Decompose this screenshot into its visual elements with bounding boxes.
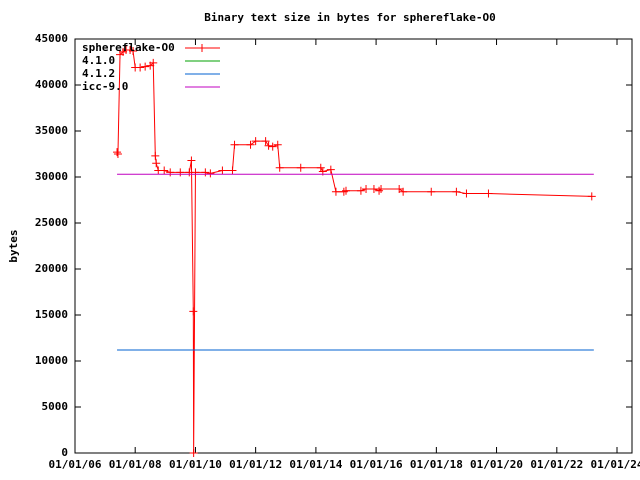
series-line (116, 49, 592, 454)
x-tick-label: 01/01/08 (109, 458, 162, 471)
data-point (296, 163, 305, 172)
y-tick-label: 20000 (35, 262, 68, 275)
data-point (375, 186, 384, 195)
data-point (369, 184, 378, 193)
data-point (228, 166, 237, 175)
data-point (399, 187, 408, 196)
data-point (246, 140, 255, 149)
y-axis-label: bytes (7, 229, 20, 262)
data-point (268, 142, 277, 151)
x-tick-label: 01/01/10 (169, 458, 222, 471)
data-point (230, 140, 239, 149)
data-point (206, 169, 215, 178)
data-point (462, 189, 471, 198)
data-point (356, 186, 365, 195)
data-point (189, 449, 198, 457)
data-point (275, 163, 284, 172)
y-tick-label: 40000 (35, 78, 68, 91)
data-point (251, 137, 260, 146)
data-point (331, 187, 340, 196)
data-point (149, 58, 158, 67)
x-tick-label: 01/01/20 (470, 458, 523, 471)
data-point (339, 187, 348, 196)
data-point (452, 187, 461, 196)
x-tick-label: 01/01/18 (410, 458, 463, 471)
data-point (484, 189, 493, 198)
plot-border (74, 38, 633, 454)
data-point (152, 159, 161, 168)
data-point (176, 168, 185, 177)
data-point (191, 168, 200, 177)
data-point (427, 187, 436, 196)
y-tick-label: 35000 (35, 124, 68, 137)
data-point (141, 62, 150, 71)
data-point (113, 150, 122, 158)
chart-title: Binary text size in bytes for sphereflak… (204, 11, 495, 24)
data-point (201, 168, 210, 177)
y-tick-label: 15000 (35, 308, 68, 321)
data-point (362, 184, 371, 193)
data-point (136, 63, 145, 72)
data-point (261, 137, 270, 146)
x-tick-label: 01/01/24 (591, 458, 640, 471)
data-point (166, 168, 175, 177)
data-point (377, 184, 386, 193)
data-point (316, 163, 325, 172)
data-point (218, 166, 227, 175)
data-point (587, 192, 596, 201)
data-point (187, 156, 196, 165)
data-point (326, 165, 335, 174)
data-point (113, 148, 122, 157)
x-tick-label: 01/01/06 (49, 458, 102, 471)
legend-label: sphereflake-O0 (82, 41, 175, 54)
y-tick-label: 5000 (42, 400, 69, 413)
data-point (129, 46, 138, 55)
y-tick-label: 25000 (35, 216, 68, 229)
y-tick-label: 45000 (35, 32, 68, 45)
legend-label: 4.1.0 (82, 54, 115, 67)
y-tick-label: 0 (61, 446, 68, 459)
x-tick-label: 01/01/14 (289, 458, 342, 471)
x-tick-label: 01/01/16 (350, 458, 403, 471)
legend-label: 4.1.2 (82, 67, 115, 80)
y-tick-label: 30000 (35, 170, 68, 183)
legend-label: icc-9.0 (82, 80, 128, 93)
y-tick-label: 10000 (35, 354, 68, 367)
data-point (341, 186, 350, 195)
data-point (273, 140, 282, 149)
data-point (189, 307, 198, 316)
data-point (264, 141, 273, 150)
x-tick-label: 01/01/22 (530, 458, 583, 471)
legend-marker (198, 44, 206, 52)
data-point (160, 166, 169, 175)
data-point (151, 151, 160, 160)
x-tick-label: 01/01/12 (229, 458, 282, 471)
